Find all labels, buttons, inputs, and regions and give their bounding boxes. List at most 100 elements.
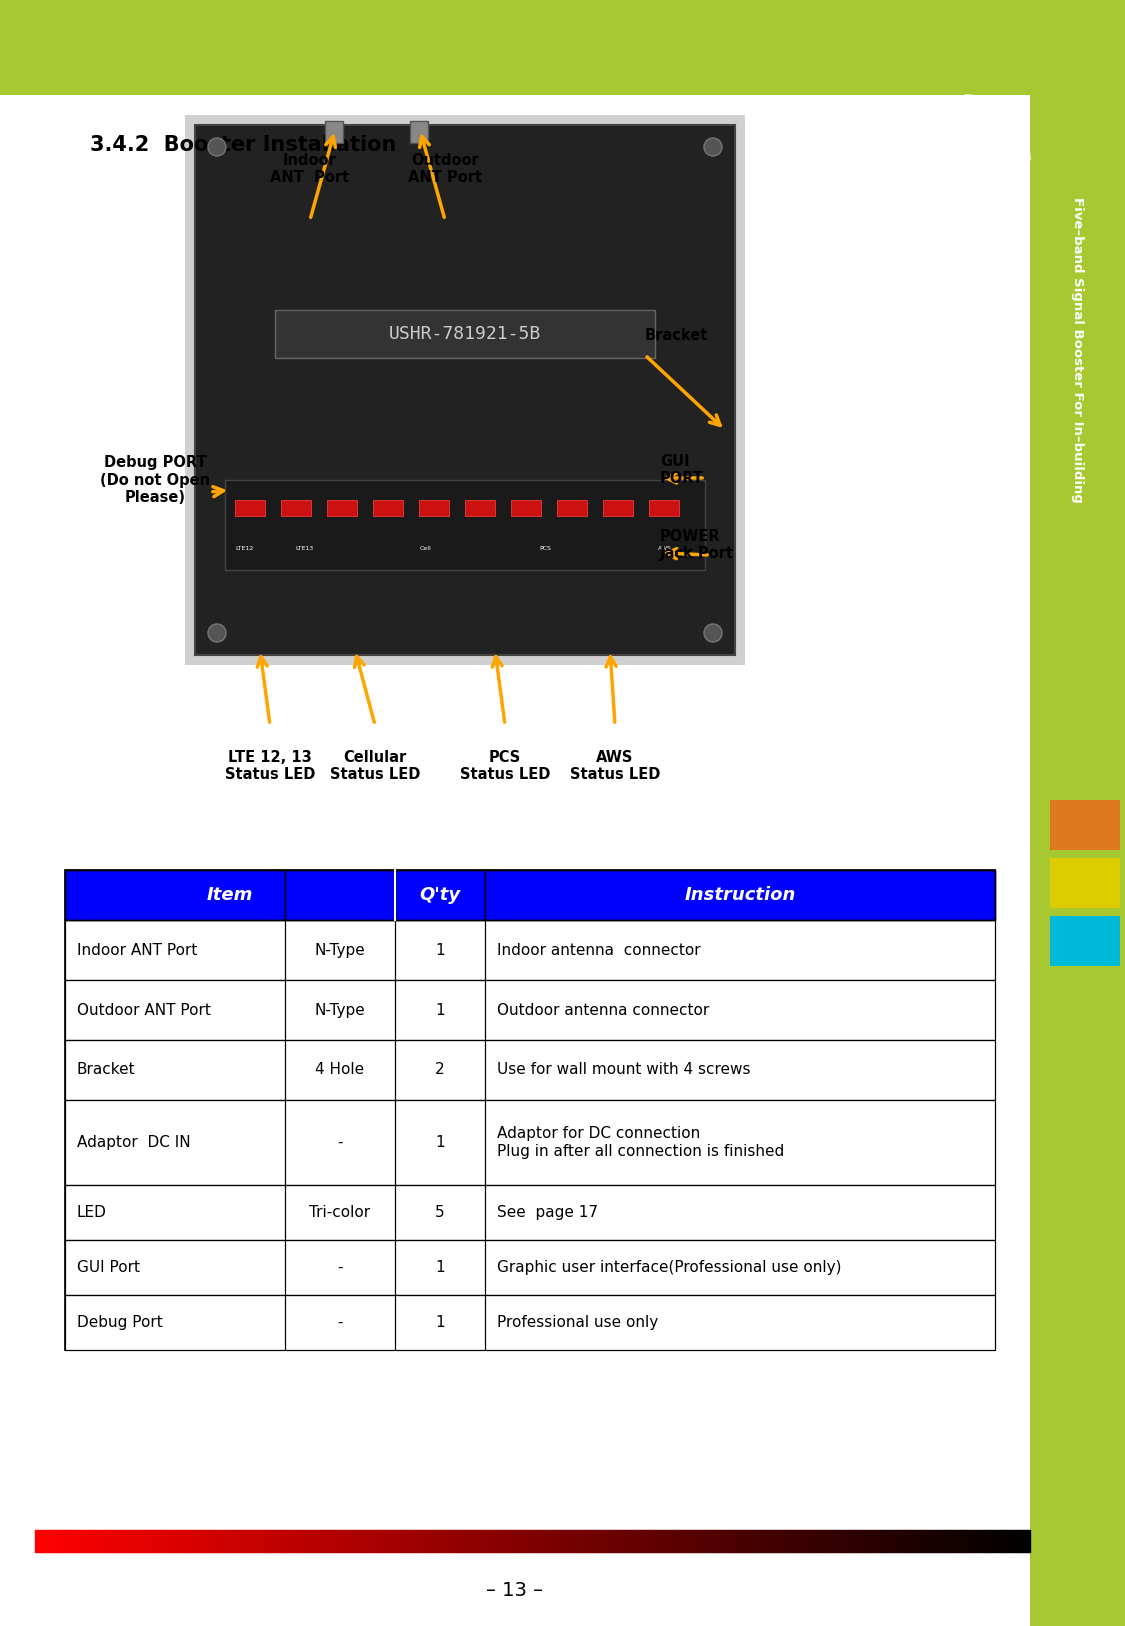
Bar	[65, 1294, 285, 1350]
Bar	[327, 501, 357, 515]
Text: Cell: Cell	[420, 545, 431, 551]
Text: GUI
PORT: GUI PORT	[660, 454, 704, 486]
Circle shape	[208, 138, 226, 156]
Text: Cellular
Status LED: Cellular Status LED	[330, 750, 421, 782]
Bar	[285, 920, 395, 980]
Bar	[511, 501, 541, 515]
Text: N-Type: N-Type	[315, 943, 366, 958]
Bar	[485, 1241, 994, 1294]
Bar	[35, 94, 965, 1626]
Bar	[274, 311, 655, 358]
Bar	[285, 1185, 395, 1241]
Circle shape	[704, 624, 722, 642]
Text: Q'ty: Q'ty	[420, 886, 460, 904]
Bar	[325, 120, 343, 143]
Text: 2: 2	[435, 1062, 444, 1078]
Text: 3.4.2  Booster Installation: 3.4.2 Booster Installation	[90, 135, 396, 154]
Text: 1: 1	[435, 1260, 444, 1275]
Text: Debug Port: Debug Port	[76, 1315, 163, 1330]
Bar	[65, 980, 994, 1041]
Bar	[603, 501, 633, 515]
Text: USHR-781921-5B: USHR-781921-5B	[389, 325, 541, 343]
Bar	[418, 501, 449, 515]
Text: See  page 17: See page 17	[497, 1205, 598, 1220]
Bar	[285, 980, 395, 1041]
Text: Item: Item	[207, 886, 253, 904]
Text: 5: 5	[435, 1205, 444, 1220]
Bar	[35, 159, 1030, 1626]
Text: Instruction: Instruction	[684, 886, 795, 904]
Bar	[184, 115, 745, 665]
Text: N-Type: N-Type	[315, 1003, 366, 1018]
Bar	[65, 1294, 994, 1350]
Bar	[285, 1294, 395, 1350]
Text: Outdoor
ANT Port: Outdoor ANT Port	[408, 153, 483, 185]
Bar	[281, 501, 310, 515]
Bar	[1050, 915, 1120, 966]
Bar	[65, 1101, 285, 1185]
Bar	[395, 1241, 485, 1294]
Bar	[395, 920, 485, 980]
Bar	[485, 920, 994, 980]
Bar	[395, 1185, 485, 1241]
Bar	[557, 501, 587, 515]
Text: 1: 1	[435, 1315, 444, 1330]
Text: Bracket: Bracket	[76, 1062, 136, 1078]
Text: AWS
Status LED: AWS Status LED	[570, 750, 660, 782]
Bar	[485, 1294, 994, 1350]
Bar	[285, 1101, 395, 1185]
Bar	[485, 870, 994, 920]
Bar	[195, 125, 735, 655]
Text: PCS
Status LED: PCS Status LED	[460, 750, 550, 782]
Bar	[65, 1041, 994, 1101]
Text: Professional use only: Professional use only	[497, 1315, 658, 1330]
Bar	[65, 1101, 994, 1185]
Bar	[395, 1294, 485, 1350]
Text: Indoor
ANT  Port: Indoor ANT Port	[270, 153, 350, 185]
Polygon shape	[965, 94, 1030, 159]
Bar	[395, 870, 485, 920]
Text: Five–band Signal Booster For In–building: Five–band Signal Booster For In–building	[1071, 197, 1084, 502]
Text: Adaptor  DC IN: Adaptor DC IN	[76, 1135, 190, 1150]
Bar	[285, 1241, 395, 1294]
Text: 4 Hole: 4 Hole	[315, 1062, 365, 1078]
Text: Indoor antenna  connector: Indoor antenna connector	[497, 943, 701, 958]
Text: Bracket: Bracket	[645, 327, 709, 343]
Text: POWER
Jack Port: POWER Jack Port	[660, 528, 734, 561]
Bar	[465, 501, 495, 515]
Text: -: -	[338, 1260, 343, 1275]
Bar	[485, 1185, 994, 1241]
Bar	[65, 920, 285, 980]
Bar	[485, 1041, 994, 1101]
Bar	[649, 501, 680, 515]
Bar	[65, 870, 285, 920]
Text: LED: LED	[76, 1205, 107, 1220]
Bar	[1050, 859, 1120, 907]
Bar	[285, 1041, 395, 1101]
Text: 1: 1	[435, 1003, 444, 1018]
Bar	[65, 1241, 994, 1294]
Circle shape	[704, 138, 722, 156]
Bar	[485, 980, 994, 1041]
Bar	[65, 870, 994, 920]
Bar	[485, 1101, 994, 1185]
Bar	[1030, 0, 1125, 1626]
Bar	[374, 501, 403, 515]
Text: -: -	[338, 1135, 343, 1150]
Text: -: -	[338, 1315, 343, 1330]
Bar	[65, 1241, 285, 1294]
Text: Adaptor for DC connection
Plug in after all connection is finished: Adaptor for DC connection Plug in after …	[497, 1127, 784, 1159]
Bar	[65, 1041, 285, 1101]
Bar	[285, 870, 395, 920]
Text: GUI Port: GUI Port	[76, 1260, 140, 1275]
Text: – 13 –: – 13 –	[486, 1580, 543, 1600]
Text: Outdoor ANT Port: Outdoor ANT Port	[76, 1003, 210, 1018]
Bar	[0, 0, 1125, 94]
Bar	[225, 480, 705, 571]
Text: AWS: AWS	[658, 545, 672, 551]
Text: 1: 1	[435, 1135, 444, 1150]
Text: LTE12: LTE12	[236, 545, 254, 551]
Bar	[65, 870, 994, 1350]
Bar	[65, 1185, 994, 1241]
Text: Outdoor antenna connector: Outdoor antenna connector	[497, 1003, 709, 1018]
